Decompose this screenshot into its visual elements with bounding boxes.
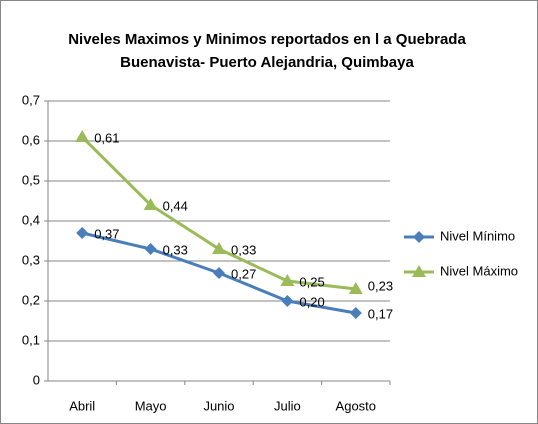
- data-label: 0,17: [368, 306, 393, 321]
- x-tick-label: Mayo: [135, 398, 167, 413]
- data-label: 0,20: [299, 294, 324, 309]
- data-label: 0,61: [94, 130, 119, 145]
- point: [212, 242, 226, 254]
- data-label: 0,37: [94, 226, 119, 241]
- y-tick-label: 0: [33, 372, 40, 387]
- x-tick-label: Julio: [274, 398, 301, 413]
- data-label: 0,33: [231, 242, 256, 257]
- point: [76, 227, 89, 239]
- x-tick-label: Agosto: [336, 398, 376, 413]
- point: [144, 243, 157, 255]
- point: [281, 295, 294, 307]
- y-tick-label: 0,7: [22, 92, 40, 107]
- chart-title: Niveles Maximos y Minimos reportados en …: [68, 31, 466, 48]
- data-label: 0,33: [163, 242, 188, 257]
- y-tick-label: 0,5: [22, 172, 40, 187]
- y-tick-label: 0,4: [22, 212, 40, 227]
- y-tick-label: 0,1: [22, 332, 40, 347]
- legend-label: Nivel Mínimo: [440, 228, 515, 243]
- point: [143, 198, 158, 210]
- point: [75, 130, 90, 142]
- point: [213, 267, 225, 279]
- y-tick-label: 0,3: [22, 252, 40, 267]
- legend-label: Nivel Máximo: [440, 263, 518, 278]
- chart-title: Buenavista- Puerto Alejandria, Quimbaya: [120, 54, 414, 71]
- data-label: 0,44: [163, 198, 188, 213]
- point: [348, 282, 363, 294]
- point: [413, 231, 425, 243]
- y-tick-label: 0,2: [22, 292, 40, 307]
- point: [412, 265, 426, 277]
- x-tick-label: Junio: [203, 398, 234, 413]
- data-label: 0,25: [299, 274, 324, 289]
- data-label: 0,23: [368, 278, 393, 293]
- x-tick-label: Abril: [69, 398, 95, 413]
- data-label: 0,27: [231, 266, 256, 281]
- point: [280, 274, 295, 286]
- point: [349, 307, 362, 319]
- y-tick-label: 0,6: [22, 132, 40, 147]
